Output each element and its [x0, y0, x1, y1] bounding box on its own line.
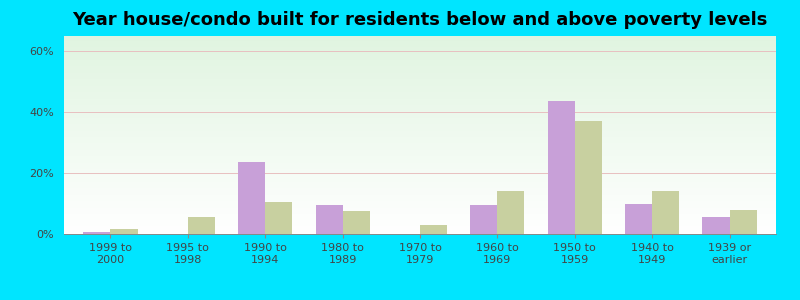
- Bar: [420, 225, 447, 234]
- Bar: [238, 162, 266, 234]
- Bar: [188, 217, 215, 234]
- Bar: [498, 191, 525, 234]
- Bar: [83, 232, 110, 234]
- Title: Year house/condo built for residents below and above poverty levels: Year house/condo built for residents bel…: [72, 11, 768, 29]
- Bar: [110, 230, 138, 234]
- Bar: [625, 203, 652, 234]
- Bar: [574, 121, 602, 234]
- Bar: [266, 202, 292, 234]
- Bar: [652, 191, 679, 234]
- Bar: [315, 205, 342, 234]
- Bar: [470, 205, 498, 234]
- Bar: [548, 101, 574, 234]
- Bar: [342, 211, 370, 234]
- Bar: [702, 217, 730, 234]
- Bar: [730, 210, 757, 234]
